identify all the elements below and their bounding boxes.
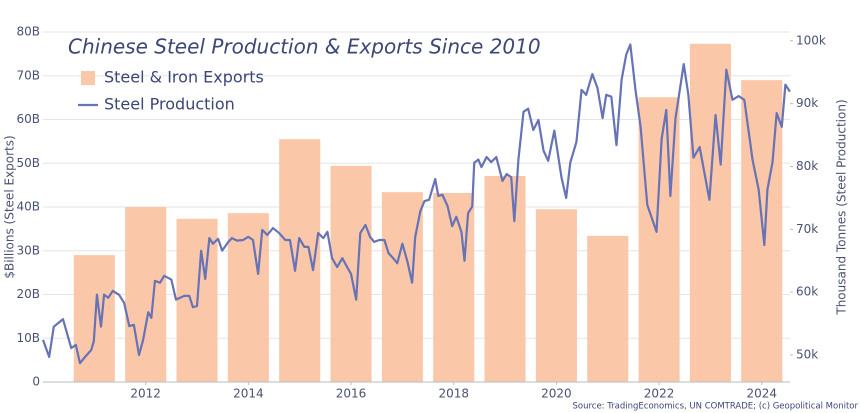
y-axis-label: $Billions (Steel Exports) — [3, 135, 17, 278]
legend-label: Steel Production — [104, 95, 235, 114]
bar — [535, 209, 577, 382]
y2-tick-label: 70k — [796, 222, 818, 236]
x-tick-label: 2022 — [644, 387, 675, 401]
y-tick-label: 10B — [16, 331, 40, 345]
y-tick-label: 60B — [16, 112, 40, 126]
y2-tick-label: 80k — [796, 159, 818, 173]
bar — [587, 235, 629, 382]
y-tick-label: 80B — [16, 25, 40, 39]
y2-tick-label: 90k — [796, 96, 818, 110]
x-tick-label: 2012 — [130, 387, 161, 401]
x-tick-label: 2014 — [233, 387, 264, 401]
y-tick-label: 20B — [16, 287, 40, 301]
bar — [125, 207, 167, 382]
bar — [381, 192, 423, 382]
y-tick-label: 40B — [16, 200, 40, 214]
x-tick-label: 2016 — [336, 387, 367, 401]
x-tick-label: 2020 — [541, 387, 572, 401]
chart-title: Chinese Steel Production & Exports Since… — [68, 35, 541, 59]
source: Source: TradingEconomics, UN COMTRADE; (… — [572, 402, 858, 412]
plot-area — [41, 43, 791, 382]
y2-tick-label: 50k — [796, 347, 818, 361]
bar — [484, 175, 526, 382]
y-tick-label: 30B — [16, 243, 40, 257]
y-tick-label: 0 — [32, 375, 40, 389]
y-tick-label: 70B — [16, 68, 40, 82]
line — [41, 43, 791, 365]
x-tick-label: 2018 — [438, 387, 469, 401]
x-tick-label: 2024 — [746, 387, 777, 401]
y2-tick-label: 60k — [796, 285, 818, 299]
y-tick-label: 50B — [16, 156, 40, 170]
y2-axis-label: Thousand Tonnes (Steel Production) — [835, 99, 849, 315]
legend-swatch — [81, 71, 95, 85]
y2-tick-label: 100k — [796, 33, 826, 47]
legend-label: Steel & Iron Exports — [104, 68, 264, 87]
